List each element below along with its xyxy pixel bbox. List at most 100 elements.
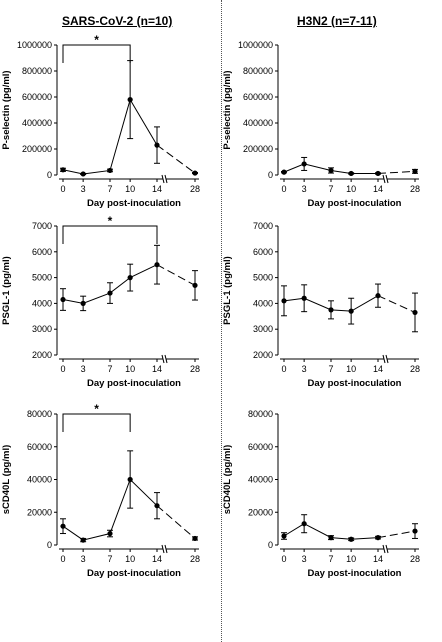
h3n2-psgl1-data-point bbox=[348, 308, 354, 314]
sars-scd40l-significance-bracket bbox=[62, 413, 131, 432]
sars-scd40l-y-tick-label: 40000 bbox=[27, 475, 52, 485]
h3n2-psgl1-y-tick-label: 3000 bbox=[253, 324, 273, 334]
sars-pselectin-data-point bbox=[127, 97, 133, 103]
h3n2-pselectin-data-point bbox=[281, 169, 287, 175]
h3n2-scd40l-x-tick-label: 10 bbox=[346, 554, 356, 564]
sars-pselectin-y-axis-label: P-selectin (pg/ml) bbox=[1, 70, 12, 149]
h3n2-psgl1-y-tick-label: 6000 bbox=[253, 247, 273, 257]
h3n2-scd40l-x-axis-label: Day post-inoculation bbox=[308, 568, 402, 579]
sars-psgl1-y-tick-label: 3000 bbox=[32, 324, 52, 334]
sars-scd40l-x-tick-label: 7 bbox=[107, 554, 112, 564]
h3n2-pselectin-data-point bbox=[412, 168, 418, 174]
sars-pselectin-data-point bbox=[60, 167, 66, 173]
h3n2-psgl1-data-point bbox=[412, 309, 418, 316]
sars-psgl1-data-point bbox=[60, 296, 66, 303]
sars-scd40l-data-point bbox=[154, 503, 160, 509]
h3n2-column-title: H3N2 (n=7-11) bbox=[297, 14, 377, 28]
h3n2-psgl1-x-tick-label: 28 bbox=[410, 364, 420, 374]
h3n2-scd40l-data-point bbox=[328, 535, 334, 541]
sars-pselectin-x-tick-label: 28 bbox=[190, 184, 200, 194]
sars-psgl1-y-tick-label: 6000 bbox=[32, 247, 52, 257]
h3n2-pselectin-y-tick-label: 200000 bbox=[243, 144, 273, 154]
h3n2-pselectin-data-point bbox=[375, 170, 381, 177]
sars-pselectin-data-point bbox=[192, 170, 198, 176]
h3n2-scd40l-x-tick-label: 14 bbox=[373, 554, 383, 564]
h3n2-pselectin-x-tick-label: 28 bbox=[410, 184, 420, 194]
sars-scd40l-y-tick-label: 20000 bbox=[27, 507, 52, 517]
h3n2-psgl1-data-point bbox=[301, 295, 307, 301]
h3n2-psgl1-data-point bbox=[375, 293, 381, 299]
h3n2-scd40l-y-axis-label: sCD40L (pg/ml) bbox=[222, 445, 233, 515]
sars-psgl1-significance-bracket bbox=[62, 225, 158, 244]
sars-pselectin-axis-break-mark bbox=[164, 174, 168, 184]
sars-psgl1-x-tick-label: 10 bbox=[125, 364, 135, 374]
sars-psgl1-y-tick-label: 2000 bbox=[32, 350, 52, 360]
h3n2-pselectin-data-point bbox=[301, 161, 307, 167]
sars-psgl1-axis-break-mark bbox=[161, 354, 165, 364]
sars-scd40l-axis-break-mark bbox=[161, 544, 165, 554]
h3n2-scd40l-axis-break-mark bbox=[385, 544, 389, 554]
sars-pselectin-x-tick-label: 7 bbox=[107, 184, 112, 194]
sars-pselectin-y-tick-label: 600000 bbox=[22, 92, 52, 102]
h3n2-pselectin-axis-break-mark bbox=[385, 174, 389, 184]
sars-scd40l-x-tick-label: 10 bbox=[125, 554, 135, 564]
h3n2-psgl1-chart: 2000 3000 4000 5000 6000 7000 PSGL-1 (pg/ml) 0 3… bbox=[222, 221, 420, 389]
sars-scd40l-x-tick-label: 28 bbox=[190, 554, 200, 564]
h3n2-psgl1-data-point bbox=[328, 307, 334, 313]
h3n2-pselectin-x-tick-label: 10 bbox=[346, 184, 356, 194]
h3n2-psgl1-x-tick-label: 10 bbox=[346, 364, 356, 374]
sars-pselectin-x-tick-label: 3 bbox=[81, 184, 86, 194]
sars-psgl1-axis-break-mark bbox=[164, 354, 168, 364]
sars-cov-2-column-title: SARS-CoV-2 (n=10) bbox=[62, 14, 173, 28]
sars-psgl1-y-tick-label: 4000 bbox=[32, 298, 52, 308]
h3n2-scd40l-y-tick-label: 0 bbox=[268, 540, 273, 550]
sars-scd40l-data-point bbox=[127, 476, 133, 483]
h3n2-pselectin-series-line-dashed bbox=[377, 170, 416, 174]
h3n2-pselectin-x-tick-label: 3 bbox=[302, 184, 307, 194]
h3n2-pselectin-y-axis-label: P-selectin (pg/ml) bbox=[222, 70, 233, 149]
h3n2-scd40l-chart: 0 20000 40000 60000 80000 sCD40L (pg/ml) 0 3 7 10… bbox=[222, 409, 420, 579]
h3n2-pselectin-x-tick-label: 0 bbox=[281, 184, 286, 194]
sars-pselectin-y-tick-label: 800000 bbox=[22, 66, 52, 76]
h3n2-scd40l-x-tick-label: 28 bbox=[410, 554, 420, 564]
h3n2-psgl1-axis-break-mark bbox=[382, 354, 386, 364]
h3n2-psgl1-x-tick-label: 7 bbox=[328, 364, 333, 374]
h3n2-pselectin-y-tick-label: 0 bbox=[268, 170, 273, 180]
sars-psgl1-significance-star: * bbox=[108, 214, 113, 228]
h3n2-pselectin-x-axis-label: Day post-inoculation bbox=[308, 198, 402, 209]
sars-psgl1-x-tick-label: 28 bbox=[190, 364, 200, 374]
sars-scd40l-y-tick-label: 60000 bbox=[27, 442, 52, 452]
sars-pselectin-y-tick-label: 1000000 bbox=[17, 40, 52, 50]
sars-scd40l-data-point bbox=[80, 537, 86, 543]
sars-pselectin-series-line-dashed bbox=[156, 144, 196, 174]
sars-scd40l-chart: 0 20000 40000 60000 80000 sCD40L (pg/ml) 0 3 7 10… bbox=[1, 402, 200, 579]
column-divider bbox=[221, 0, 222, 642]
h3n2-pselectin-y-tick-label: 800000 bbox=[243, 66, 273, 76]
sars-psgl1-x-tick-label: 0 bbox=[60, 364, 65, 374]
h3n2-psgl1-x-tick-label: 0 bbox=[281, 364, 286, 374]
sars-scd40l-data-point bbox=[60, 523, 66, 529]
h3n2-pselectin-data-point bbox=[328, 167, 334, 174]
sars-psgl1-y-tick-label: 7000 bbox=[32, 221, 52, 231]
h3n2-psgl1-y-tick-label: 2000 bbox=[253, 350, 273, 360]
h3n2-scd40l-data-point bbox=[348, 536, 354, 542]
sars-pselectin-y-tick-label: 400000 bbox=[22, 118, 52, 128]
h3n2-scd40l-data-point bbox=[412, 528, 418, 534]
h3n2-scd40l-data-point bbox=[301, 521, 307, 527]
sars-pselectin-data-point bbox=[154, 142, 160, 148]
h3n2-psgl1-x-tick-label: 14 bbox=[373, 364, 383, 374]
sars-psgl1-x-axis-label: Day post-inoculation bbox=[87, 378, 181, 389]
h3n2-psgl1-x-axis-label: Day post-inoculation bbox=[308, 378, 402, 389]
sars-scd40l-y-tick-label: 0 bbox=[47, 540, 52, 550]
sars-scd40l-y-tick-label: 80000 bbox=[27, 409, 52, 419]
h3n2-scd40l-axis-break-mark bbox=[382, 544, 386, 554]
h3n2-pselectin-x-tick-label: 14 bbox=[373, 184, 383, 194]
h3n2-scd40l-x-tick-label: 0 bbox=[281, 554, 286, 564]
sars-pselectin-y-tick-label: 200000 bbox=[22, 144, 52, 154]
sars-scd40l-x-tick-label: 0 bbox=[60, 554, 65, 564]
sars-pselectin-axis-break-mark bbox=[161, 174, 165, 184]
h3n2-pselectin-y-tick-label: 600000 bbox=[243, 92, 273, 102]
sars-scd40l-significance-star: * bbox=[94, 402, 99, 416]
sars-scd40l-axis-break-mark bbox=[164, 544, 168, 554]
h3n2-scd40l-x-tick-label: 3 bbox=[302, 554, 307, 564]
